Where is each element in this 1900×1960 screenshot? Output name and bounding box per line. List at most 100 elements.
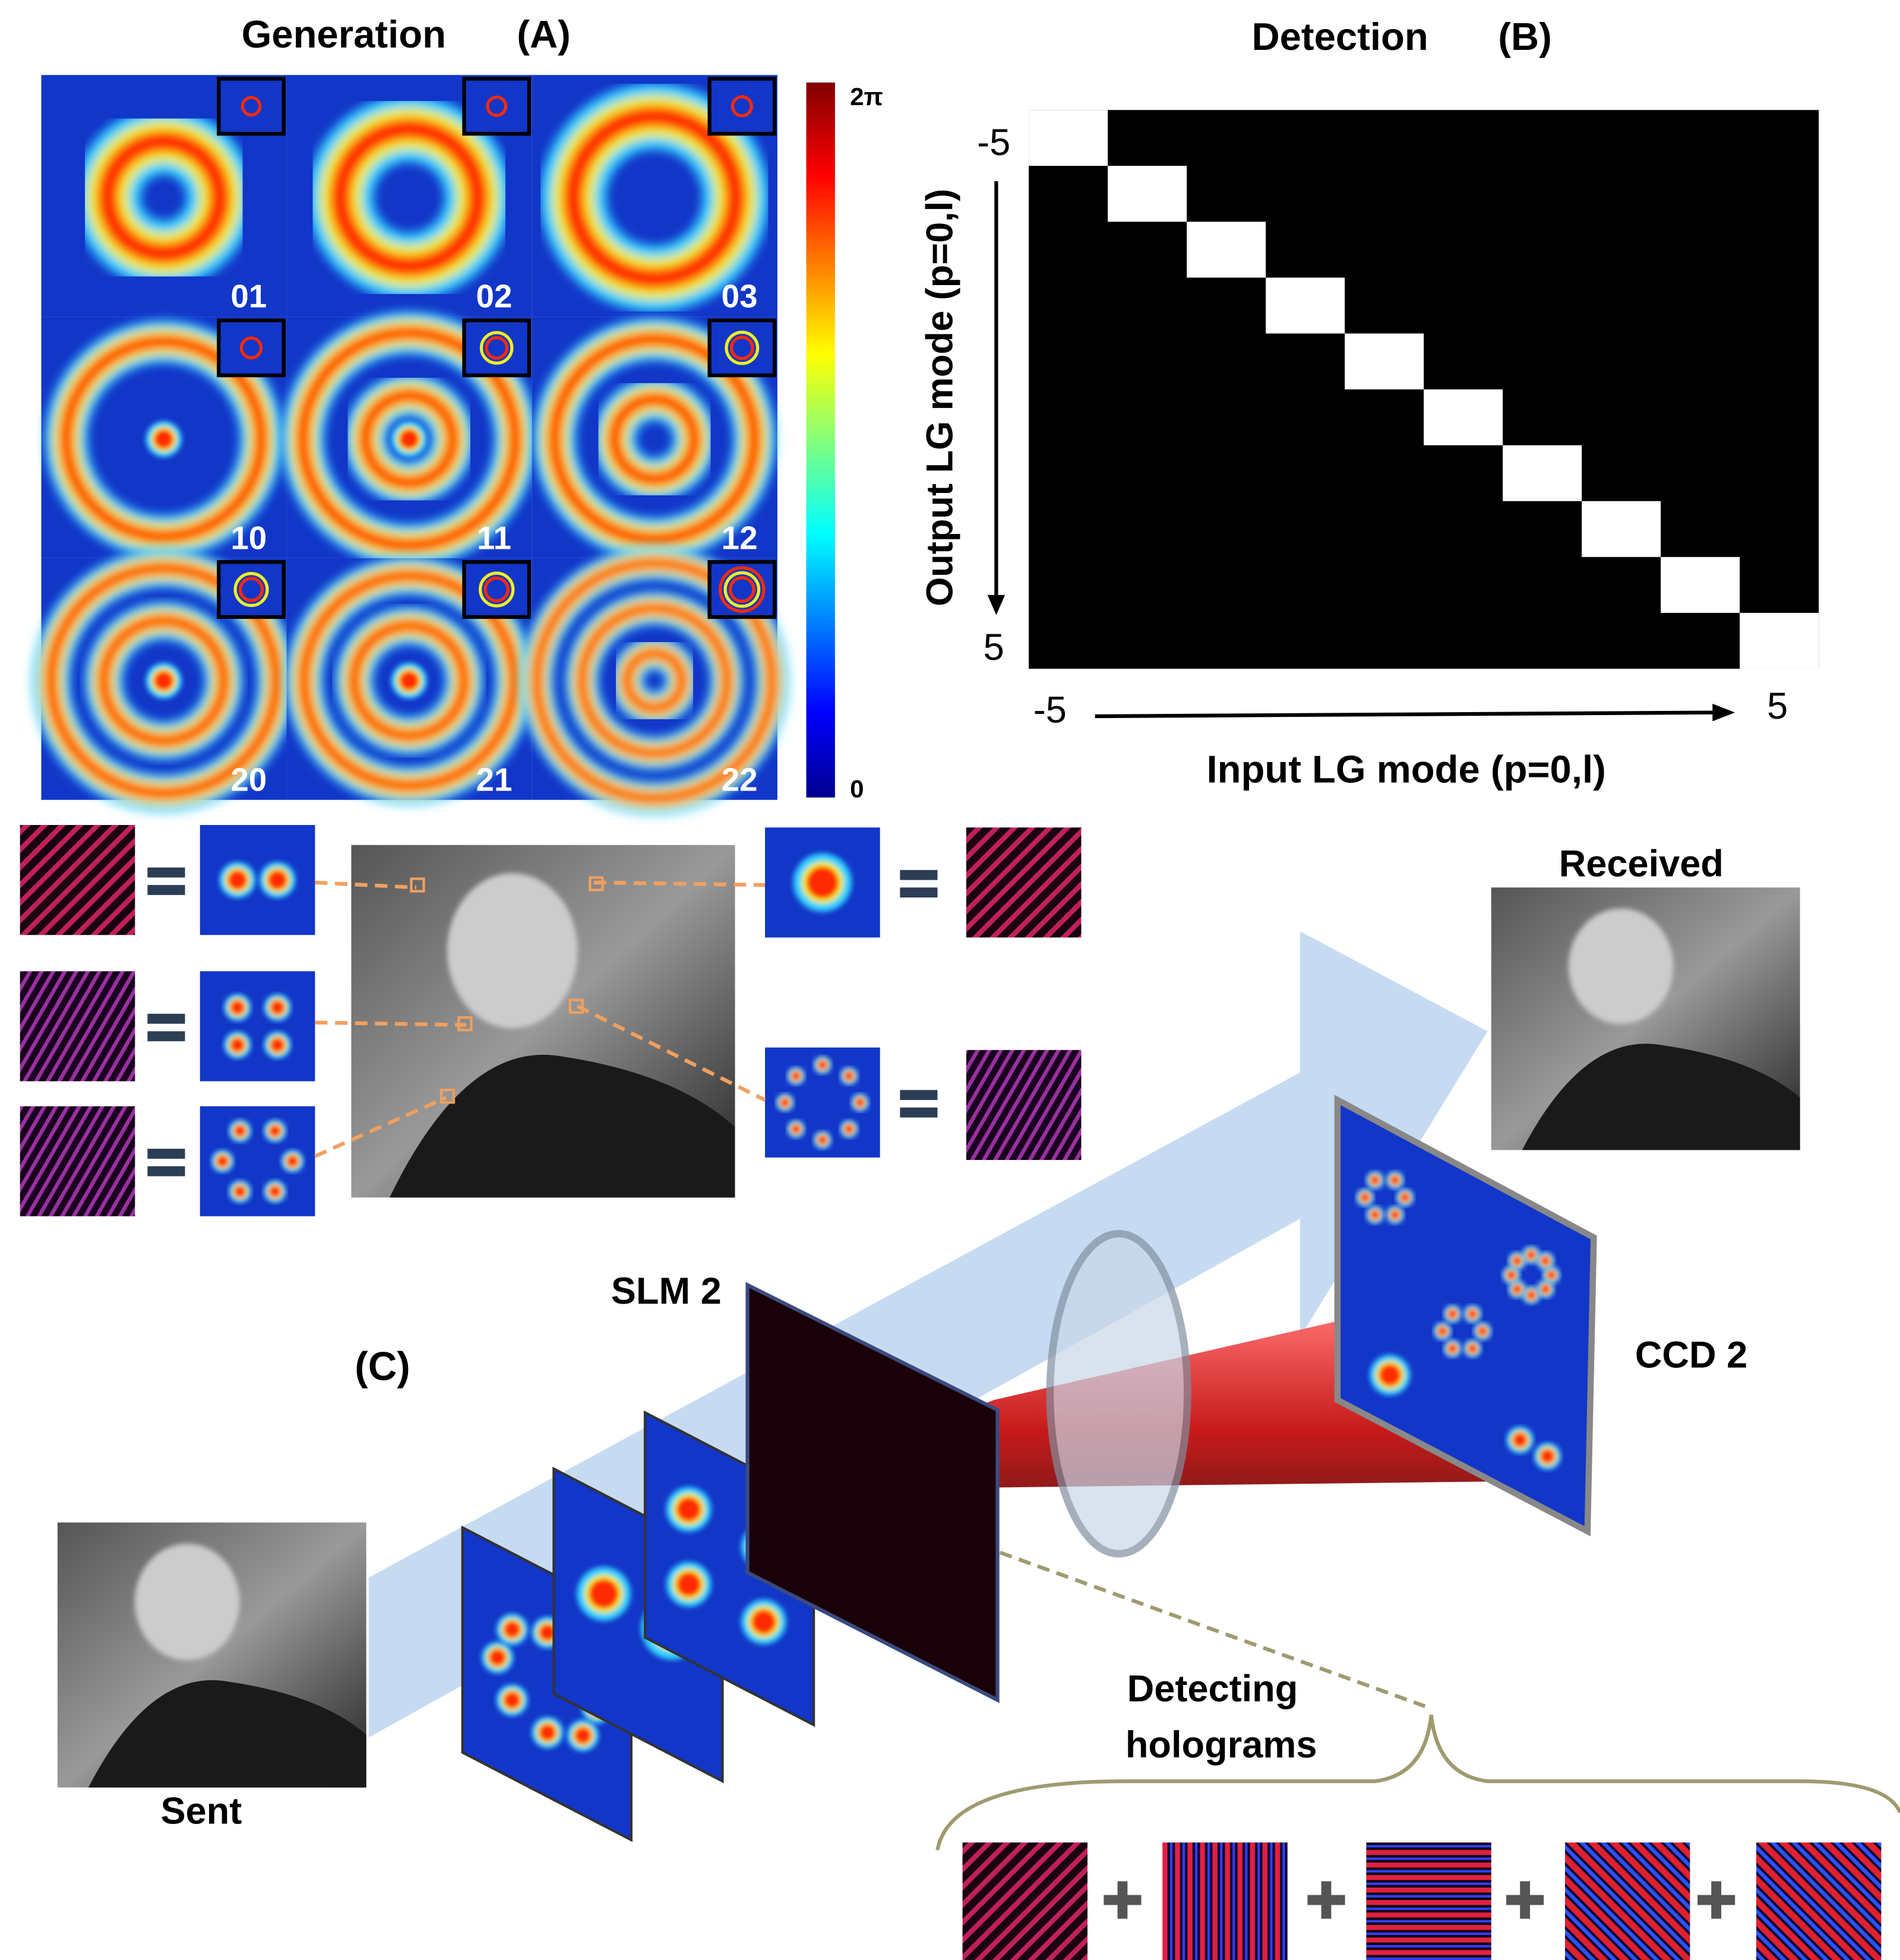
hologram [1756, 1842, 1881, 1960]
spot-core [1379, 1364, 1401, 1386]
spot-core [270, 1000, 285, 1015]
spot [851, 1093, 869, 1111]
spot-core [1546, 1270, 1556, 1280]
spot-core [1506, 1270, 1516, 1280]
spot-core [234, 1125, 246, 1137]
spot [264, 994, 290, 1021]
spot-core [1370, 1175, 1380, 1186]
spot-core [539, 1724, 556, 1741]
matrix-cell [1582, 501, 1661, 557]
spot-core [1526, 1290, 1537, 1300]
inset [219, 79, 283, 134]
spot [787, 1067, 805, 1085]
arrow-head [988, 595, 1005, 615]
hologram [20, 971, 135, 1081]
matrix-cell [1661, 557, 1740, 613]
portrait-head [135, 1544, 240, 1660]
spot-core [230, 1000, 245, 1015]
spot-core [751, 1610, 776, 1635]
x-axis-end: 5 [1767, 685, 1788, 727]
panel-title: Generation [242, 12, 446, 56]
matrix-cell [1740, 613, 1819, 669]
spot-core [1468, 1309, 1478, 1319]
figure: Generation (A) 010203101112202122 2π 0 D… [0, 0, 1900, 1960]
page: {"panel_a": {"title": "Generation", "lab… [0, 0, 1900, 1960]
inset [710, 320, 774, 375]
spot-core [154, 429, 174, 450]
hologram [966, 1050, 1082, 1160]
pointer [594, 883, 765, 885]
plus [1118, 1881, 1128, 1918]
spot [1370, 1355, 1410, 1395]
equals [147, 1166, 185, 1177]
spot [264, 1180, 286, 1203]
spot-core [676, 1572, 701, 1597]
spot-core [1400, 1193, 1410, 1203]
mode-label: 10 [230, 520, 267, 557]
spot [1474, 1322, 1491, 1340]
spot [211, 1150, 234, 1172]
spot-core [589, 1579, 619, 1609]
spot [1366, 1171, 1384, 1189]
spot-core [1512, 1284, 1522, 1294]
spot-core [791, 1071, 801, 1081]
matrix-cell [1345, 334, 1424, 390]
hologram [966, 827, 1082, 937]
spot-core [489, 1649, 506, 1666]
spot [1463, 1305, 1481, 1323]
holograms-label: Detecting [1127, 1668, 1298, 1709]
spot-core [1437, 1326, 1447, 1336]
matrix-cell [1108, 166, 1187, 222]
spot [1356, 1188, 1374, 1206]
equals [900, 887, 937, 897]
spot-core [286, 1155, 299, 1168]
spot-core [1390, 1210, 1400, 1220]
mode-label: 03 [722, 278, 758, 315]
spot [391, 421, 428, 457]
spot [1534, 1443, 1561, 1469]
spot [1366, 1206, 1384, 1224]
spot [146, 421, 182, 457]
spot [482, 1642, 513, 1673]
spot-core [1540, 1449, 1555, 1463]
spot [391, 663, 428, 699]
x-axis-label: Input LG mode (p=0,l) [1207, 747, 1606, 791]
plus [1322, 1881, 1332, 1918]
inset [219, 562, 283, 617]
spot [532, 1716, 563, 1748]
inset [219, 320, 283, 375]
spot [497, 1684, 528, 1716]
spot [264, 1120, 286, 1142]
spot-core [1512, 1256, 1522, 1266]
inset [464, 562, 529, 617]
spot-core [399, 671, 419, 691]
spot [264, 1032, 290, 1058]
mode-label: 21 [476, 761, 513, 798]
spot [577, 1567, 631, 1621]
matrix-cell [1187, 222, 1266, 277]
setup [20, 825, 1900, 1960]
spot-core [1541, 1284, 1551, 1294]
spot-core [1526, 1250, 1537, 1260]
spot-core [504, 1692, 521, 1709]
mode-label: 11 [477, 520, 511, 557]
inset [464, 79, 529, 134]
spot-core [806, 866, 839, 899]
colorbar-min: 0 [850, 775, 864, 803]
colorbar-max: 2π [850, 83, 883, 110]
spot-core [268, 1186, 281, 1198]
spot [1443, 1305, 1461, 1323]
spot-core [1370, 1210, 1380, 1220]
arrow-head [1712, 704, 1735, 721]
x-axis-start: -5 [1033, 689, 1067, 731]
spot-core [780, 1098, 790, 1108]
received-label: Received [1559, 843, 1724, 884]
spot [229, 1120, 251, 1142]
equals [147, 885, 185, 895]
spot-core [399, 429, 419, 450]
colorbar [806, 83, 834, 798]
hologram [20, 825, 135, 935]
slm-label: SLM 2 [611, 1270, 722, 1312]
spot [224, 1032, 251, 1058]
hologram [1162, 1842, 1287, 1960]
